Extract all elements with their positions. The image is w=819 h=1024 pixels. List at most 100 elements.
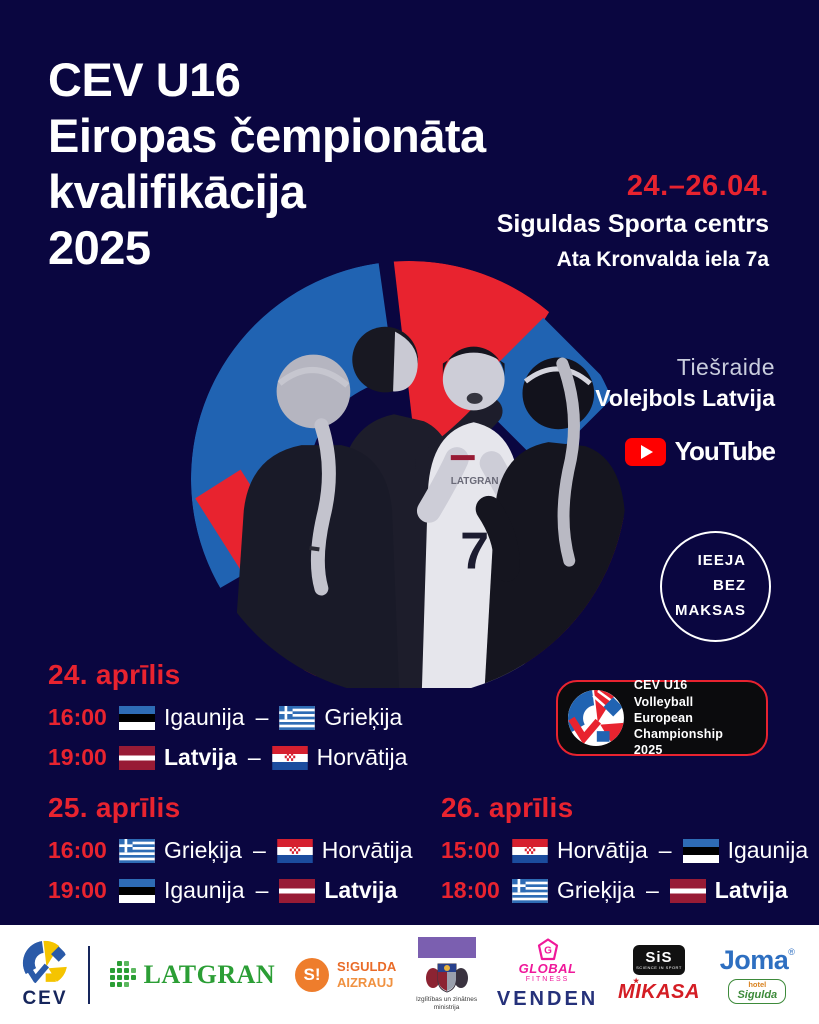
- live-channel: Volejbols Latvija: [595, 385, 775, 411]
- match-time: 16:00: [48, 704, 107, 730]
- sigulda-circle-icon: S!: [294, 957, 329, 992]
- day-3-title: 26. aprīlis: [441, 792, 574, 823]
- sigulda-text: S!GULDA AIZRAUJ: [337, 959, 396, 990]
- live-stream-block: Tiešraide Volejbols Latvija YouTube: [595, 354, 776, 467]
- away-team: Latvija: [324, 877, 398, 903]
- estonia-flag-icon: [682, 838, 719, 863]
- latvia-flag-icon: [279, 878, 316, 903]
- greece-flag-icon: [119, 838, 155, 863]
- day-2-title: 25. aprīlis: [48, 792, 181, 823]
- away-team: Igaunija: [727, 837, 809, 863]
- global-fitness-icon: G: [537, 938, 558, 961]
- sponsor-ministry: Izglītības un zinātnes ministrija: [416, 936, 477, 1013]
- jersey-number: 7: [460, 522, 489, 580]
- match-time: 19:00: [48, 877, 107, 903]
- ministry-purple-bar: [417, 936, 476, 958]
- sponsors-bar: CEV LATGRAN S! S!GULDA AIZRAUJ: [0, 925, 819, 1024]
- match-row: 18:00 Grieķija – Latvija: [441, 877, 808, 904]
- event-venue: Siguldas Sporta centrs: [496, 210, 769, 238]
- vs-separator: –: [247, 744, 261, 770]
- away-team: Latvija: [714, 877, 788, 903]
- free-entry-line-1: IEEJA: [697, 552, 746, 570]
- sponsor-latgran: LATGRAN: [109, 959, 276, 990]
- ministry-coat-of-arms-icon: [425, 963, 468, 993]
- estonia-flag-icon: [119, 878, 155, 903]
- badge-line-1: CEV U16: [633, 678, 688, 693]
- event-address: Ata Kronvalda iela 7a: [556, 248, 769, 271]
- title-line-4: 2025: [48, 220, 151, 274]
- latgran-wordmark: LATGRAN: [143, 959, 276, 989]
- estonia-flag-icon: [119, 705, 155, 730]
- venden-wordmark: VENDEN: [496, 988, 599, 1010]
- ministry-caption: Izglītības un zinātnes ministrija: [416, 996, 477, 1013]
- svg-text:G: G: [544, 946, 552, 957]
- championship-badge-text: CEV U16 Volleyball European Championship…: [634, 677, 756, 758]
- hotel-name: Sigulda: [737, 989, 778, 1002]
- championship-badge: CEV U16 Volleyball European Championship…: [556, 677, 768, 758]
- vs-separator: –: [255, 877, 269, 903]
- sigulda-line-1: S!GULDA: [336, 958, 397, 974]
- title-line-1: CEV U16: [48, 53, 241, 106]
- sis-wordmark: SiS: [645, 948, 673, 966]
- home-team: Igaunija: [164, 704, 245, 730]
- away-team: Horvātija: [321, 837, 413, 863]
- schedule-day-2: 25. aprīlis 16:00 Grieķija – Horvātija 1…: [48, 792, 413, 904]
- day-1-title: 24. aprīlis: [48, 659, 181, 690]
- event-dates: 24.–26.04.: [626, 170, 769, 202]
- hotel-sigulda-logo: hotel Sigulda: [728, 978, 787, 1005]
- greece-flag-icon: [279, 705, 316, 730]
- match-time: 15:00: [441, 837, 500, 863]
- home-team: Grieķija: [557, 877, 635, 903]
- home-team: Horvātija: [557, 837, 648, 863]
- players-photo-graphic: LATGRAN 7: [190, 260, 628, 689]
- badge-line-3: Championship: [633, 727, 724, 742]
- match-row: 16:00 Igaunija – Grieķija: [48, 704, 407, 731]
- hotel-label: hotel: [748, 979, 767, 989]
- youtube-logo: YouTube: [595, 436, 776, 467]
- badge-line-2: Volleyball European: [633, 694, 694, 725]
- vs-separator: –: [658, 837, 672, 863]
- jersey-sponsor-text: LATGRAN: [451, 476, 499, 487]
- greece-flag-icon: [512, 878, 548, 903]
- schedule-day-3: 26. aprīlis 15:00 Horvātija – Igaunija 1…: [441, 792, 808, 904]
- cev-wordmark: CEV: [22, 987, 68, 1009]
- away-team: Grieķija: [324, 704, 403, 730]
- event-info: 24.–26.04. Siguldas Sporta centrs Ata Kr…: [497, 170, 769, 272]
- title-line-3: kvalifikācija: [48, 164, 306, 218]
- sponsor-sis-mikasa: SiS SCIENCE IN SPORT MIKASA: [618, 945, 700, 1004]
- sponsor-global-venden: G GLOBAL FITNESS VENDEN: [497, 938, 598, 1011]
- ministry-caption-line-2: ministrija: [433, 1004, 460, 1011]
- schedule-day-1: 24. aprīlis 16:00 Igaunija – Grieķija 19…: [48, 659, 407, 771]
- sponsor-divider: [87, 945, 90, 1004]
- croatia-flag-icon: [512, 838, 548, 863]
- page-title: CEV U16 Eiropas čempionāta kvalifikācija…: [48, 52, 486, 276]
- home-team: Igaunija: [164, 877, 245, 903]
- match-row: 15:00 Horvātija – Igaunija: [441, 837, 808, 864]
- badge-line-4: 2025: [633, 743, 663, 758]
- free-entry-line-3: MAKSAS: [674, 601, 746, 619]
- away-team: Horvātija: [316, 744, 408, 770]
- youtube-play-icon: [624, 437, 666, 466]
- mikasa-wordmark: MIKASA: [618, 977, 700, 1004]
- latvia-flag-icon: [669, 878, 706, 903]
- match-time: 16:00: [48, 837, 107, 863]
- sponsor-joma-hotel: Joma ® hotel Sigulda: [720, 945, 795, 1005]
- live-label: Tiešraide: [676, 354, 775, 380]
- match-time: 18:00: [441, 877, 500, 903]
- vs-separator: –: [645, 877, 659, 903]
- match-row: 19:00 Latvija – Horvātija: [48, 744, 407, 771]
- match-row: 16:00 Grieķija – Horvātija: [48, 837, 413, 864]
- ministry-caption-line-1: Izglītības un zinātnes: [416, 995, 478, 1003]
- global-wordmark: GLOBAL: [518, 961, 577, 976]
- vs-separator: –: [252, 837, 266, 863]
- latvia-flag-icon: [119, 745, 155, 770]
- sis-logo: SiS SCIENCE IN SPORT: [632, 945, 685, 975]
- match-time: 19:00: [48, 744, 107, 770]
- latgran-grid-icon: [109, 961, 136, 987]
- sigulda-line-2: AIZRAUJ: [336, 974, 394, 990]
- sponsor-sigulda-aizrauj: S! S!GULDA AIZRAUJ: [294, 957, 396, 992]
- free-entry-line-2: BEZ: [713, 577, 746, 595]
- joma-registered-mark: ®: [788, 946, 795, 957]
- home-team: Grieķija: [164, 837, 242, 863]
